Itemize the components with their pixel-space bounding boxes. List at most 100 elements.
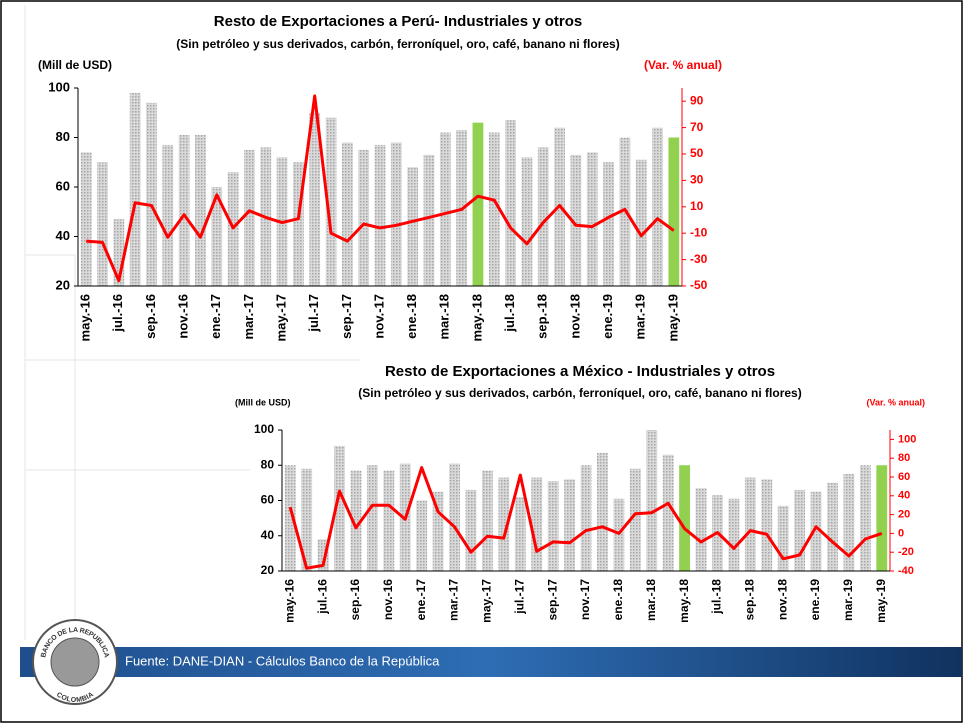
decor-lines	[24, 5, 360, 640]
y2-tick-label: 80	[898, 452, 910, 464]
bar	[876, 465, 888, 571]
bar	[827, 482, 838, 571]
bar	[358, 149, 370, 286]
x-tick-label: ene.-19	[600, 294, 615, 339]
y2-tick-label: 50	[690, 146, 704, 160]
x-tick-label: sep.-17	[339, 294, 354, 339]
bar	[679, 465, 691, 571]
bar	[211, 187, 223, 286]
bar	[383, 470, 395, 571]
bar	[586, 152, 598, 286]
x-tick-label: may.-17	[273, 294, 288, 341]
y2-tick-label: 10	[690, 199, 704, 213]
bar	[390, 142, 402, 286]
y2-tick-label: 60	[898, 471, 910, 483]
bar	[325, 117, 337, 286]
x-tick-label: may.-19	[665, 294, 680, 341]
bar	[178, 135, 190, 286]
y-tick-label: 20	[261, 563, 275, 577]
line-series	[86, 94, 675, 283]
x-tick-label: jul.-16	[110, 294, 125, 333]
bar	[505, 120, 516, 286]
bar	[309, 112, 321, 286]
bar	[777, 505, 789, 571]
footer-band	[20, 647, 962, 677]
bar	[843, 474, 855, 571]
bar	[407, 167, 419, 286]
logo: BANCO DE LA REPUBLICA COLOMBIA	[32, 619, 118, 705]
x-tick-label: may.-19	[874, 579, 888, 623]
bar	[744, 477, 756, 571]
bar	[652, 127, 663, 286]
bar	[668, 137, 680, 286]
bar	[635, 159, 647, 286]
y2-tick-label: 20	[898, 509, 910, 521]
bar	[195, 135, 206, 286]
bar	[244, 149, 255, 286]
x-tick-label: sep.-16	[348, 579, 362, 621]
x-tick-label: mar.-19	[841, 579, 855, 621]
y-tick-label: 40	[56, 228, 70, 243]
bar	[301, 468, 313, 571]
bar	[531, 477, 543, 571]
bar	[514, 496, 526, 571]
y2-tick-label: 90	[690, 93, 704, 107]
bar	[728, 498, 740, 571]
x-tick-label: jul.-18	[710, 579, 724, 615]
y-tick-label: 20	[56, 277, 70, 292]
y-tick-label: 100	[48, 79, 70, 94]
x-tick-label: sep.-17	[545, 579, 559, 621]
bar	[350, 470, 362, 571]
x-tick-label: mar.-19	[633, 294, 648, 340]
title-box	[140, 5, 658, 58]
bar	[416, 500, 428, 571]
bar	[465, 489, 477, 571]
y-tick-label: 100	[254, 422, 274, 436]
x-tick-label: jul.-16	[315, 579, 329, 615]
bar	[629, 468, 641, 571]
x-tick-label: mar.-17	[241, 294, 256, 340]
chart-title: Resto de Exportaciones a Perú- Industria…	[214, 13, 582, 30]
bar	[334, 445, 345, 571]
y-tick-label: 60	[56, 178, 70, 193]
x-tick-label: jul.-17	[306, 294, 321, 333]
y2-axis-label: (Var. % anual)	[866, 397, 925, 407]
y2-tick-label: 30	[690, 173, 704, 187]
y-tick-label: 40	[261, 528, 275, 542]
bar	[374, 144, 386, 286]
bar	[439, 132, 451, 286]
y2-tick-label: -20	[898, 546, 914, 558]
bar	[488, 132, 500, 286]
y2-tick-label: 0	[898, 527, 904, 539]
y2-tick-label: 70	[690, 120, 704, 134]
bar	[580, 465, 592, 571]
y2-tick-label: 40	[898, 490, 910, 502]
bar	[761, 479, 773, 571]
x-tick-label: mar.-18	[437, 294, 452, 340]
bar	[498, 477, 510, 571]
bar	[146, 102, 157, 286]
y2-tick-label: 100	[898, 433, 916, 445]
bar	[341, 142, 353, 286]
x-tick-label: sep.-18	[742, 579, 756, 621]
logo-face	[50, 637, 100, 687]
x-tick-label: jul.-17	[512, 579, 526, 615]
y2-tick-label: -40	[898, 565, 914, 577]
x-tick-label: may.-16	[282, 579, 296, 623]
bar	[113, 219, 125, 286]
x-tick-label: sep.-18	[535, 294, 550, 339]
bar	[570, 154, 582, 286]
bar	[284, 465, 296, 571]
bar	[547, 481, 559, 571]
x-tick-label: jul.-18	[502, 294, 517, 333]
x-tick-label: may.-17	[480, 579, 494, 623]
y2-axis-label: (Var. % anual)	[644, 58, 722, 72]
bar	[521, 157, 533, 286]
chart-title: Resto de Exportaciones a México - Indust…	[385, 363, 775, 380]
bar	[859, 465, 871, 571]
y2-tick-label: -10	[690, 225, 708, 239]
bar	[366, 465, 378, 571]
line-series	[288, 466, 883, 570]
bar	[646, 430, 658, 571]
